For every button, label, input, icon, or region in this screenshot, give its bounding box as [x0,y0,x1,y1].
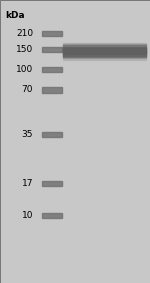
Text: 35: 35 [21,130,33,139]
Bar [42,87,62,93]
Bar [42,67,62,72]
Text: 100: 100 [16,65,33,74]
Text: 150: 150 [16,45,33,54]
Bar [63,55,146,58]
Bar [63,48,146,52]
Bar [63,53,146,57]
Text: 210: 210 [16,29,33,38]
Bar [63,51,146,54]
Bar [63,47,146,50]
Text: 17: 17 [21,179,33,188]
Bar [42,132,62,137]
Bar [42,213,62,218]
Bar [63,43,146,46]
Bar [63,52,146,56]
Bar [63,56,146,60]
Bar [42,47,62,52]
Text: 70: 70 [21,85,33,95]
Bar [63,46,146,49]
Bar [63,50,146,53]
Bar [63,44,146,48]
Bar [42,31,62,36]
Bar [42,181,62,186]
Text: 10: 10 [21,211,33,220]
Text: kDa: kDa [5,11,25,20]
